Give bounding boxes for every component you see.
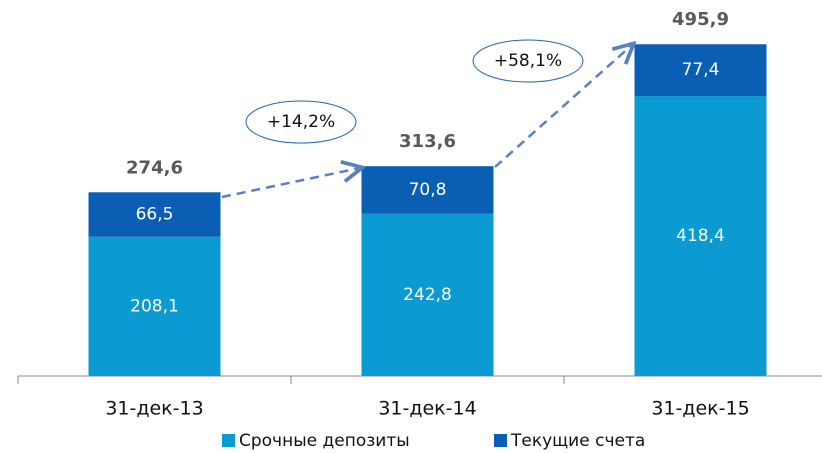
bar-segment bbox=[361, 166, 494, 214]
bar-segment bbox=[88, 192, 221, 237]
annotation-ellipse bbox=[245, 100, 357, 144]
bar-segment bbox=[634, 96, 767, 376]
legend-label: Текущие счета bbox=[510, 431, 645, 451]
total-label: 495,9 bbox=[672, 9, 729, 30]
x-tick-label: 31-дек-13 bbox=[105, 398, 203, 420]
annotation: +58,1% bbox=[494, 51, 562, 71]
data-label: 208,1 bbox=[130, 296, 179, 316]
arrow bbox=[494, 45, 632, 168]
bar-segment bbox=[634, 44, 767, 97]
x-tick-label: 31-дек-15 bbox=[651, 398, 749, 420]
data-label: 77,4 bbox=[682, 60, 720, 80]
annotation-ellipse bbox=[472, 39, 584, 83]
legend-label: Срочные депозиты bbox=[239, 431, 410, 451]
annotation: +14,2% bbox=[267, 112, 335, 132]
total-label: 274,6 bbox=[126, 157, 183, 178]
data-label: 66,5 bbox=[136, 205, 174, 225]
x-tick-label: 31-дек-14 bbox=[378, 398, 476, 420]
total-label: 313,6 bbox=[399, 131, 456, 152]
legend-swatch bbox=[494, 434, 507, 447]
bar-segment bbox=[88, 236, 221, 376]
data-label: 242,8 bbox=[403, 285, 452, 305]
data-label: 418,4 bbox=[676, 226, 725, 246]
data-label: 70,8 bbox=[409, 180, 447, 200]
arrow bbox=[221, 168, 360, 199]
bar-segment bbox=[361, 213, 494, 376]
legend-swatch bbox=[222, 434, 235, 447]
